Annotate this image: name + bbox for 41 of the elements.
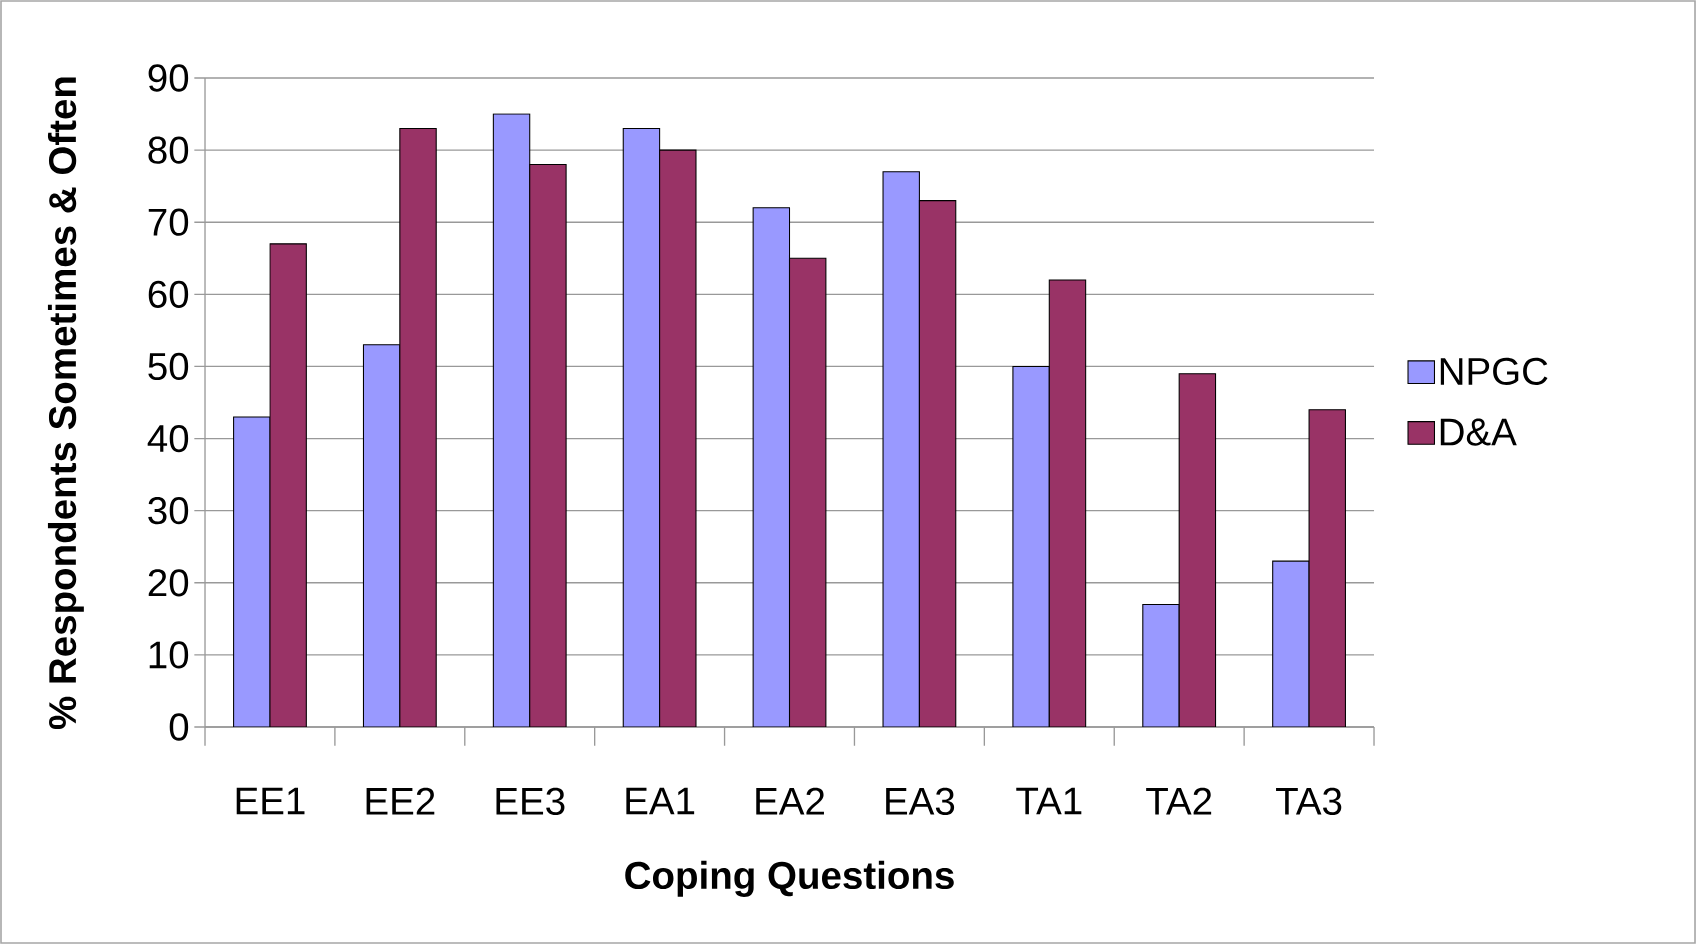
x-axis-title: Coping Questions	[625, 860, 954, 897]
x-tick-label: EE2	[366, 787, 435, 815]
y-tick-label: 30	[148, 497, 189, 525]
y-tick-label: 70	[148, 208, 189, 236]
y-tick-label: 40	[147, 424, 189, 453]
bar	[788, 257, 827, 727]
bar	[399, 127, 437, 727]
x-tick-label: TA1	[1016, 787, 1082, 815]
legend-label: NPGC	[1440, 357, 1548, 386]
x-tick-label: TA3	[1276, 787, 1342, 815]
bar	[1308, 409, 1346, 727]
bar	[1272, 560, 1310, 727]
bar	[362, 344, 401, 727]
x-tick-label: TA2	[1146, 787, 1212, 815]
bar	[269, 243, 307, 727]
bar	[622, 127, 661, 727]
bar	[659, 149, 697, 727]
y-tick-label: 60	[148, 280, 189, 308]
x-tick-label: EE1	[236, 787, 305, 815]
y-tick-label: 10	[149, 641, 189, 669]
bar	[752, 207, 791, 727]
bar	[1048, 279, 1087, 727]
bar	[1142, 603, 1180, 727]
y-axis-title: % Respondents Sometimes & Often	[47, 77, 84, 730]
x-tick-label: EE3	[496, 787, 565, 815]
y-tick-label: 20	[148, 569, 189, 597]
bar	[492, 113, 531, 727]
y-tick-label: 90	[148, 64, 189, 92]
legend-label: D&A	[1440, 418, 1517, 446]
x-tick-label: EA2	[756, 787, 824, 815]
x-tick-label: EA3	[886, 787, 955, 815]
bar	[1178, 373, 1217, 727]
y-tick-label: 0	[169, 713, 189, 741]
bar	[233, 416, 271, 727]
bar	[1012, 365, 1050, 727]
y-tick-label: 80	[148, 136, 189, 164]
bar	[882, 171, 920, 727]
x-tick-label: EA1	[626, 787, 695, 815]
y-tick-label: 50	[148, 352, 189, 381]
bar	[529, 164, 567, 727]
bar	[918, 200, 957, 727]
